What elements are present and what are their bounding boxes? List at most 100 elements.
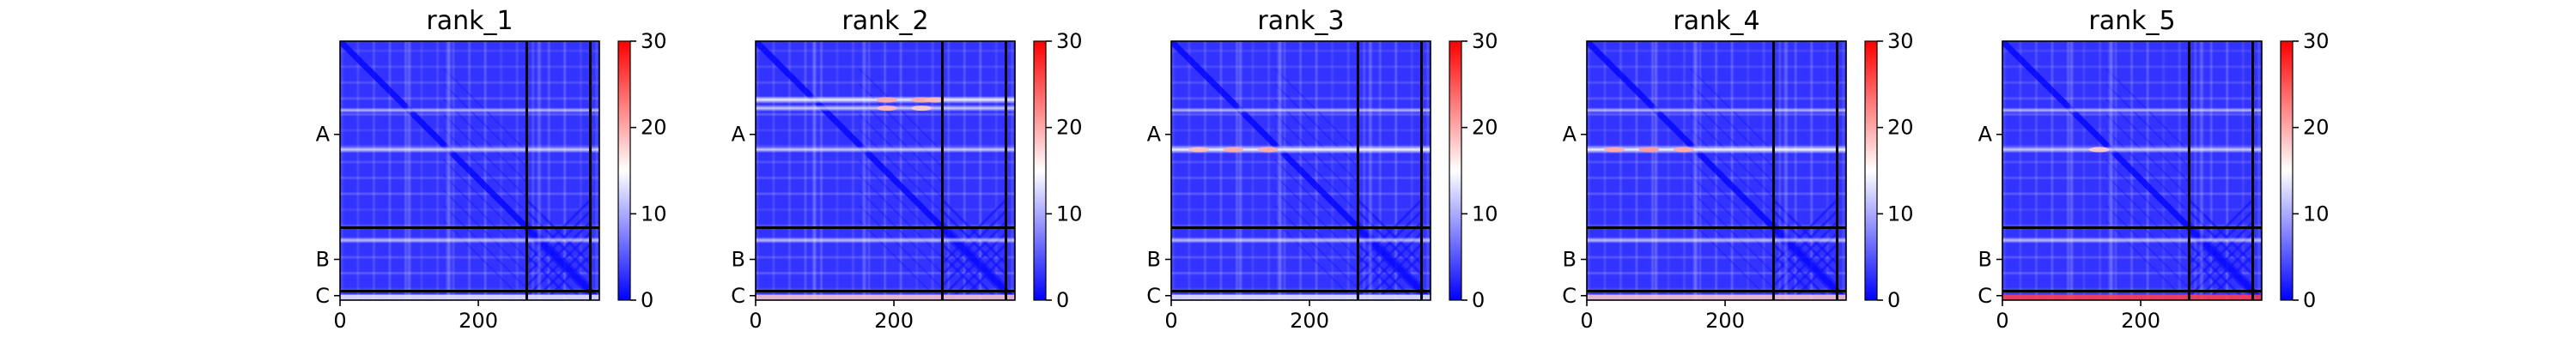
bg-band-col (1218, 41, 1224, 300)
bg-band-col (387, 41, 392, 300)
bg-band-col (2098, 41, 2102, 300)
bg-band-row (1587, 255, 1846, 260)
axes-frame (339, 40, 600, 301)
colorbar-tick-label: 10 (1056, 202, 1083, 226)
chainB-hatch (959, 254, 1007, 300)
bg-band-col (1425, 41, 1431, 300)
bg-band-col (2177, 41, 2182, 300)
bg-band-col (1377, 41, 1382, 300)
heatmap (2002, 41, 2262, 300)
bg-band-col (771, 41, 776, 300)
high-pae-row (2002, 107, 2262, 113)
bg-band-col (819, 41, 823, 300)
high-pae-row (1171, 107, 1431, 113)
bg-band-col (1314, 41, 1319, 300)
bg-band-col (1682, 41, 1686, 300)
chainB-hatch (544, 254, 592, 300)
bg-band-col (756, 41, 760, 300)
diag-hatch (443, 144, 528, 229)
colorbar-tick-label: 0 (641, 288, 653, 312)
diag-hatch (1274, 220, 1356, 300)
x-tick-label: 200 (1705, 309, 1745, 333)
high-pae-column (406, 41, 412, 300)
hotspot (911, 105, 933, 111)
bg-band-row (340, 176, 599, 180)
diag-hatch (443, 220, 525, 300)
bg-band-col (1010, 41, 1015, 300)
bg-band-row (2002, 208, 2262, 212)
diag-hatch (2105, 190, 2190, 274)
colorbar-tick-label: 0 (2303, 288, 2316, 312)
high-pae-column (1783, 41, 1789, 300)
diag-hatch (859, 220, 940, 300)
x-tick-label: 200 (874, 309, 914, 333)
y-tick-label: A (1978, 123, 1993, 147)
high-pae-column (1276, 41, 1284, 300)
bg-band-col (435, 41, 440, 300)
panel-title: rank_3 (1257, 6, 1344, 36)
bg-band-col (562, 41, 568, 300)
bg-band-row (756, 271, 1015, 276)
bg-band-col (2050, 41, 2055, 300)
bg-band-row (2002, 191, 2262, 196)
bg-band-col (898, 41, 903, 300)
x-tick-label: 0 (333, 309, 346, 333)
bg-band-col (1729, 41, 1735, 300)
bg-band-row (1587, 191, 1846, 196)
bg-band-col (451, 41, 456, 300)
bg-band-col (1809, 41, 1814, 300)
bg-band-col (1187, 41, 1192, 300)
bg-band-row (1587, 223, 1846, 228)
bg-band-col (1203, 41, 1207, 300)
bg-band-col (1650, 41, 1655, 300)
colorbar (2281, 41, 2293, 300)
hotspot (2088, 147, 2110, 153)
y-tick-label: A (1563, 123, 1577, 147)
y-tick-label: A (732, 123, 746, 147)
bg-band-col (2240, 41, 2245, 300)
bg-band-row (340, 223, 599, 228)
high-pae-row (340, 146, 599, 153)
diag-hatch (1274, 190, 1359, 274)
diag-hatch (859, 190, 944, 274)
bg-band-col (1587, 41, 1591, 300)
diag-hatch (2105, 204, 2190, 290)
colorbar (1865, 41, 1877, 300)
chainB-hatch (2206, 254, 2254, 300)
bg-band-col (419, 41, 424, 300)
y-tick-label: B (316, 247, 330, 271)
heatmap (756, 41, 1015, 300)
hotspot (1257, 147, 1279, 153)
x-tick-label: 200 (2121, 309, 2160, 333)
chainB-hatch (941, 232, 1007, 298)
y-tick-label: C (1146, 284, 1161, 308)
diag-hatch (1690, 113, 1775, 198)
diag-hatch (443, 113, 528, 198)
bg-band-row (2002, 223, 2262, 228)
bg-band-row (1171, 208, 1431, 212)
high-pae-column (2107, 41, 2115, 300)
chainC-edge (756, 294, 1015, 300)
bg-band-col (1793, 41, 1798, 300)
hotspot (1188, 147, 1210, 153)
bg-band-col (2145, 41, 2150, 300)
diag-hatch (1274, 174, 1359, 259)
chainC-edge (2002, 294, 2262, 300)
colorbar (1034, 41, 1046, 300)
chainB-hatch (1790, 254, 1838, 300)
colorbar-tick-label: 30 (1056, 29, 1083, 53)
colorbar-tick-label: 0 (1056, 288, 1069, 312)
bg-band-row (340, 208, 599, 212)
diag-hatch (859, 144, 944, 229)
bg-band-row (756, 208, 1015, 212)
axes-frame (755, 40, 1016, 301)
bg-band-col (1777, 41, 1783, 300)
bg-band-col (514, 41, 519, 300)
high-pae-row (756, 237, 1015, 244)
diag-hatch (1274, 98, 1359, 183)
hotspot (1673, 147, 1694, 153)
bg-band-row (756, 255, 1015, 260)
